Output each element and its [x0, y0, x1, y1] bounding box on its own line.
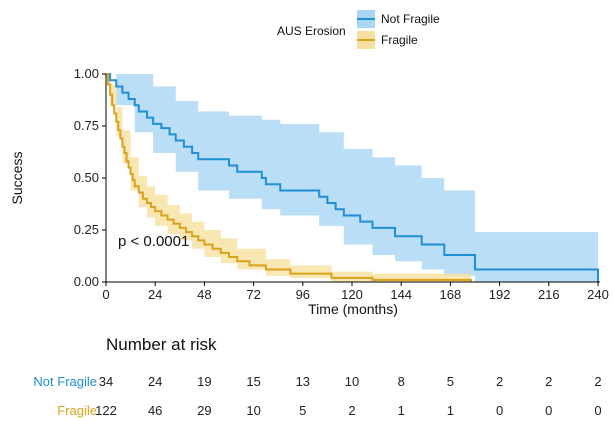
risk-cell: 13 [296, 374, 310, 389]
risk-row-label: Fragile [57, 403, 97, 418]
risk-cell: 10 [345, 374, 359, 389]
y-tick-label: 0.00 [74, 274, 99, 289]
risk-cell: 5 [447, 374, 454, 389]
risk-cell: 2 [496, 374, 503, 389]
band-fragile [106, 74, 471, 282]
risk-cell: 8 [398, 374, 405, 389]
risk-cell: 19 [197, 374, 211, 389]
risk-cell: 2 [348, 403, 355, 418]
confidence-bands [106, 74, 598, 282]
y-tick-label: 0.50 [74, 170, 99, 185]
x-tick-label: 0 [102, 287, 109, 302]
x-tick-label: 192 [489, 287, 511, 302]
risk-cell: 1 [447, 403, 454, 418]
risk-cell: 5 [299, 403, 306, 418]
risk-cell: 29 [197, 403, 211, 418]
risk-cell: 46 [148, 403, 162, 418]
risk-cell: 24 [148, 374, 162, 389]
x-axis-title: Time (months) [308, 301, 398, 317]
curve-not-fragile [106, 73, 599, 282]
risk-table-title: Number at risk [106, 335, 217, 354]
risk-cell: 122 [95, 403, 117, 418]
x-tick-label: 144 [390, 287, 412, 302]
legend-title: AUS Erosion [277, 24, 346, 38]
risk-cell: 15 [246, 374, 260, 389]
x-tick-label: 216 [538, 287, 560, 302]
legend-label-fragile: Fragile [381, 33, 418, 47]
risk-cell: 1 [398, 403, 405, 418]
risk-cell: 0 [594, 403, 601, 418]
x-tick-label: 48 [197, 287, 211, 302]
risk-row-label: Not Fragile [33, 374, 97, 389]
y-ticks: 0.00 0.25 0.50 0.75 1.00 [74, 66, 106, 289]
legend: AUS Erosion Not Fragile Fragile [277, 10, 440, 49]
risk-cell: 34 [99, 374, 113, 389]
p-value-annotation: p < 0.0001 [118, 233, 189, 250]
y-tick-label: 0.75 [74, 118, 99, 133]
risk-cell: 0 [545, 403, 552, 418]
x-tick-label: 96 [296, 287, 310, 302]
risk-cell: 2 [594, 374, 601, 389]
legend-label-not-fragile: Not Fragile [381, 12, 440, 26]
y-axis-title: Success [9, 152, 25, 205]
risk-cell: 0 [496, 403, 503, 418]
x-ticks: 0 24 48 72 96 120 144 168 192 216 240 [102, 282, 609, 302]
survival-curves [106, 73, 599, 282]
x-tick-label: 72 [246, 287, 260, 302]
x-tick-label: 168 [440, 287, 462, 302]
x-tick-label: 240 [587, 287, 609, 302]
x-tick-label: 24 [148, 287, 162, 302]
y-tick-label: 1.00 [74, 66, 99, 81]
risk-cell: 2 [545, 374, 552, 389]
risk-cell: 10 [246, 403, 260, 418]
curve-fragile [106, 73, 472, 282]
band-not-fragile [106, 74, 598, 282]
y-tick-label: 0.25 [74, 222, 99, 237]
x-tick-label: 120 [341, 287, 363, 302]
